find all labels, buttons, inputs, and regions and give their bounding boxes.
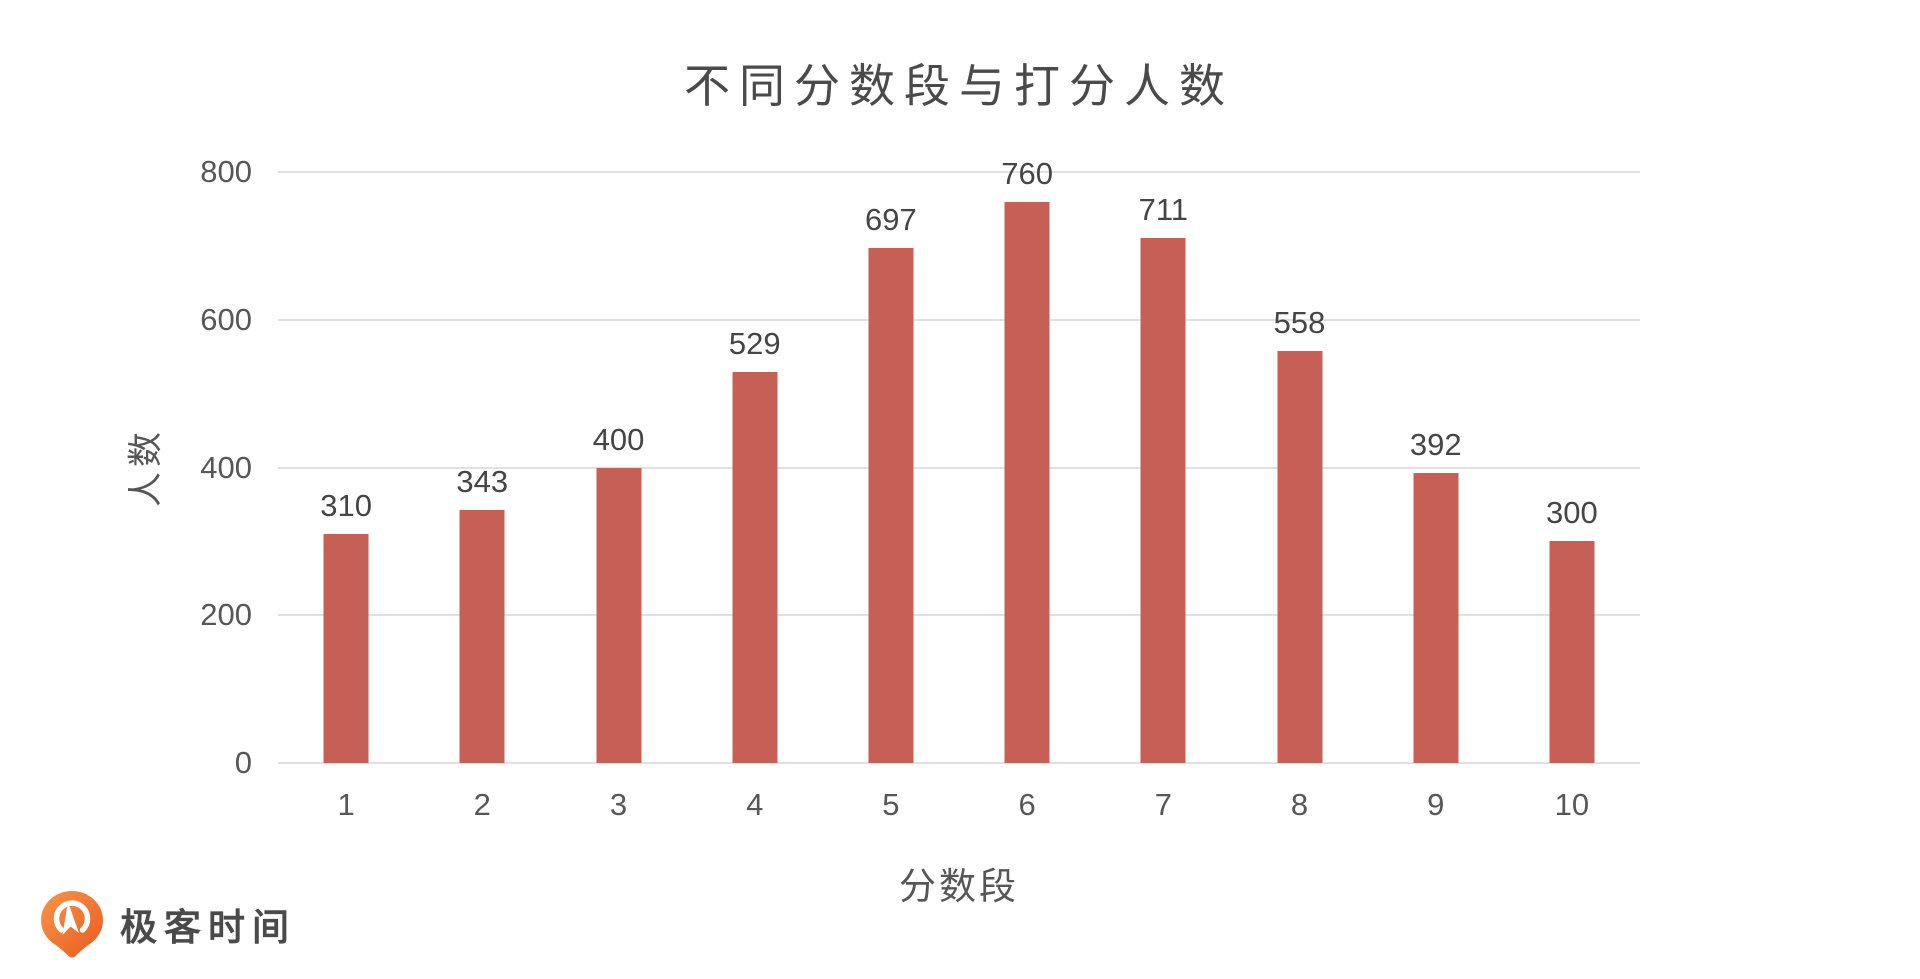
bar-group: 400 3 xyxy=(550,172,686,823)
bar-value-label: 300 xyxy=(1546,495,1598,531)
x-axis-title: 分数段 xyxy=(899,866,1019,907)
x-tick-label: 5 xyxy=(882,787,900,822)
bar-group: 558 8 xyxy=(1231,172,1367,822)
bar-value-label: 392 xyxy=(1409,427,1462,463)
bar[interactable] xyxy=(596,467,641,763)
bar-value-label: 697 xyxy=(865,202,917,238)
bar[interactable] xyxy=(1549,541,1595,763)
bar-value-label: 343 xyxy=(456,463,509,499)
bar-series: 310 1 343 2 400 3 529 4 697 5 760 6 711 7 558 8 392 9 300 1… xyxy=(278,156,1640,823)
gridline xyxy=(278,466,1640,469)
bar-group: 300 10 xyxy=(1504,172,1640,822)
bar-group: 310 1 xyxy=(278,172,414,822)
bar[interactable] xyxy=(1004,201,1050,763)
bar[interactable] xyxy=(323,534,369,763)
bar-group: 711 7 xyxy=(1095,172,1231,822)
bar[interactable] xyxy=(1413,473,1459,763)
x-tick-label: 2 xyxy=(473,787,491,822)
x-tick-label: 9 xyxy=(1427,787,1445,822)
bar[interactable] xyxy=(868,248,914,763)
bar[interactable] xyxy=(732,372,778,763)
y-tick-label: 600 xyxy=(200,301,252,337)
bar-value-label: 760 xyxy=(1001,155,1053,191)
logo-ring xyxy=(53,900,91,933)
x-tick-label: 8 xyxy=(1290,787,1309,822)
bar-group: 343 2 xyxy=(414,172,550,822)
x-tick-label: 3 xyxy=(609,787,628,822)
bar-group: 760 6 xyxy=(959,156,1095,822)
bar-value-label: 310 xyxy=(320,488,372,523)
bar-value-label: 558 xyxy=(1273,304,1326,340)
bar-group: 529 4 xyxy=(687,172,823,822)
bar[interactable] xyxy=(1277,350,1323,763)
gridline xyxy=(278,318,1640,321)
gridline xyxy=(278,614,1640,617)
bar-value-label: 400 xyxy=(592,421,645,457)
y-tick-label: 200 xyxy=(200,597,252,633)
x-tick-label: 1 xyxy=(337,787,355,822)
gridline xyxy=(278,171,1640,173)
y-tick-label: 800 xyxy=(200,154,252,189)
x-tick-label: 6 xyxy=(1018,787,1036,822)
bar-group: 697 5 xyxy=(823,172,959,822)
x-axis-baseline xyxy=(278,762,1640,764)
y-tick-label: 0 xyxy=(234,745,252,780)
y-tick-label: 400 xyxy=(200,449,252,485)
bar[interactable] xyxy=(459,509,505,763)
x-tick-label: 7 xyxy=(1154,787,1172,822)
logo-needle xyxy=(62,902,79,935)
x-tick-label: 10 xyxy=(1554,787,1590,822)
bar[interactable] xyxy=(1140,237,1186,763)
brand-logo: 极客时间 xyxy=(40,890,296,958)
plot-area: 0 200 400 600 800 310 1 343 2 400 3 529 4 697 5 760 6 71… xyxy=(200,154,1640,823)
brand-name: 极客时间 xyxy=(120,907,296,948)
geektime-pin-icon xyxy=(41,891,103,958)
bar-group: 392 9 xyxy=(1368,172,1504,822)
x-tick-label: 4 xyxy=(746,787,764,822)
bar-value-label: 529 xyxy=(728,326,781,362)
chart-title: 不同分数段与打分人数 xyxy=(684,60,1234,112)
bar-value-label: 711 xyxy=(1138,191,1189,227)
